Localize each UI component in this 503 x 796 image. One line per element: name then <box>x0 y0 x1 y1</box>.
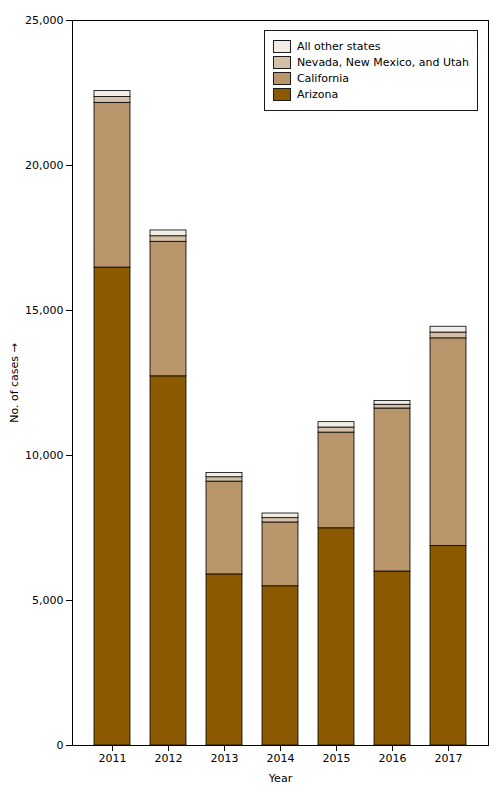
svg-text:5,000: 5,000 <box>32 594 64 607</box>
html-text:California: California <box>296 72 350 85</box>
svg-text:2016: 2016 <box>379 752 407 765</box>
svg-text:2014: 2014 <box>267 752 295 765</box>
svg-text:2012: 2012 <box>155 752 183 765</box>
svg-text:2017: 2017 <box>435 752 463 765</box>
svg-text:25,000: 25,000 <box>25 14 64 27</box>
svg-text:20,000: 20,000 <box>25 159 64 172</box>
svg-text:15,000: 15,000 <box>25 304 64 317</box>
svg-text:2015: 2015 <box>323 752 351 765</box>
svg-text:0: 0 <box>57 739 64 752</box>
svg-text:2011: 2011 <box>99 752 127 765</box>
html-text:All other states: All other states <box>296 40 381 53</box>
html-text:Nevada, New Mexico, and Utah: Nevada, New Mexico, and Utah <box>296 56 469 69</box>
svg-text:2013: 2013 <box>211 752 239 765</box>
svg-text:Year: Year <box>268 772 293 785</box>
svg-text:No. of cases →: No. of cases → <box>8 343 21 423</box>
svg-text:10,000: 10,000 <box>25 449 64 462</box>
html-text:Arizona: Arizona <box>296 88 339 101</box>
